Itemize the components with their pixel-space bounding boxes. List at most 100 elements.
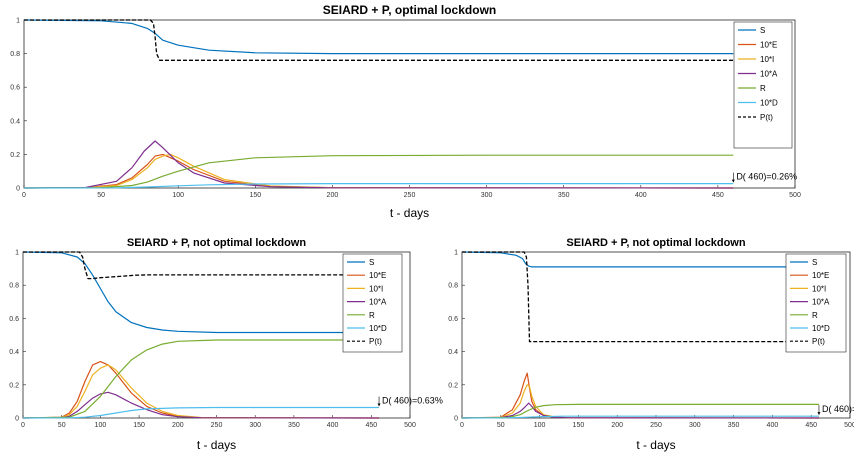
legend-box (342, 253, 403, 353)
series-line-pt (23, 251, 379, 280)
legend-entry-label: R (760, 84, 766, 93)
series-line-10a (22, 391, 380, 419)
x-tick-label: 150 (573, 422, 585, 429)
chart-title: SEIARD + P, optimal lockdown (323, 3, 496, 17)
y-tick-label: 0.6 (10, 85, 20, 92)
chart-panel-1: SEIARD + P, optimal lockdown 0 50 100 150 200… (10, 3, 801, 220)
annotation-label: D( 460)=0.11% (822, 404, 854, 414)
x-tick-label: 0 (22, 192, 26, 199)
y-tick-label: 0.8 (9, 283, 19, 290)
series-line-10d (22, 406, 379, 419)
x-tick-label: 450 (805, 422, 817, 429)
x-tick-label: 250 (211, 422, 223, 429)
y-tick-label: 0.6 (9, 316, 19, 323)
legend-entry-label: S (812, 258, 817, 267)
series-line-r (22, 339, 379, 419)
legend-entry-label: 10*E (760, 41, 777, 50)
y-tick-label: 0.2 (448, 382, 458, 389)
legend-entry-label: 10*E (369, 271, 386, 280)
x-tick-label: 400 (327, 422, 339, 429)
series-line-10a (23, 140, 734, 189)
y-tick-label: 0.6 (448, 316, 458, 323)
series-line-10i (22, 364, 380, 419)
legend-entry-label: P(t) (812, 337, 825, 346)
x-tick-label: 200 (611, 422, 623, 429)
x-tick-label: 500 (789, 192, 801, 199)
series-line-pt (462, 251, 819, 343)
series-line-s (23, 19, 734, 55)
annotation-arrowhead (731, 179, 735, 183)
legend-entry-label: 10*I (760, 55, 774, 64)
legend-entry-label: R (812, 311, 818, 320)
x-tick-label: 300 (249, 422, 261, 429)
x-tick-label: 450 (365, 422, 377, 429)
x-axis-label: t - days (636, 438, 675, 452)
legend-entry-label: R (369, 311, 375, 320)
x-tick-label: 50 (97, 192, 105, 199)
x-tick-label: 300 (481, 192, 493, 199)
series-line-pt (24, 19, 734, 61)
x-tick-label: 250 (404, 192, 416, 199)
x-tick-label: 450 (712, 192, 724, 199)
x-tick-label: 400 (767, 422, 779, 429)
x-tick-label: 100 (172, 192, 184, 199)
annotation-arrowhead (817, 412, 821, 416)
legend-box (733, 21, 793, 149)
legend-entry-label: 10*D (369, 324, 387, 333)
x-tick-label: 500 (844, 422, 854, 429)
x-tick-label: 50 (497, 422, 505, 429)
legend-entry-label: 10*A (812, 298, 830, 307)
legend-entry-label: S (760, 26, 765, 35)
x-tick-label: 300 (689, 422, 701, 429)
annotation-label: D( 460)=0.26% (736, 172, 797, 182)
y-tick-label: 0.4 (10, 118, 20, 125)
y-tick-label: 0.4 (448, 349, 458, 356)
series-line-s (461, 251, 819, 268)
x-tick-label: 0 (460, 422, 464, 429)
legend-entry-label: P(t) (760, 113, 773, 122)
legend-entry-label: S (369, 258, 374, 267)
y-tick-label: 0 (454, 416, 458, 423)
series-line-r (23, 154, 734, 189)
y-tick-label: 0.8 (448, 283, 458, 290)
y-tick-label: 0.2 (9, 382, 19, 389)
x-tick-label: 350 (288, 422, 300, 429)
y-tick-label: 0.2 (10, 152, 20, 159)
x-tick-label: 200 (327, 192, 339, 199)
y-tick-label: 1 (454, 250, 458, 257)
y-tick-label: 1 (15, 250, 19, 257)
chart-title: SEIARD + P, not optimal lockdown (566, 237, 745, 249)
x-tick-label: 150 (133, 422, 145, 429)
y-tick-label: 0 (15, 416, 19, 423)
x-tick-label: 250 (650, 422, 662, 429)
legend-entry-label: 10*D (760, 99, 778, 108)
series-line-s (22, 251, 379, 334)
series-line-10d (23, 183, 734, 189)
y-tick-label: 0.8 (10, 51, 20, 58)
legend-entry-label: 10*D (812, 324, 830, 333)
x-tick-label: 350 (728, 422, 740, 429)
series-line-10i (23, 153, 734, 189)
legend-entry-label: 10*I (369, 284, 383, 293)
annotation-label: D( 460)=0.63% (382, 396, 443, 406)
x-tick-label: 500 (404, 422, 416, 429)
chart-title: SEIARD + P, not optimal lockdown (127, 237, 306, 249)
x-tick-label: 200 (172, 422, 184, 429)
series-line-r (461, 403, 819, 419)
x-tick-label: 350 (558, 192, 570, 199)
legend-entry-label: P(t) (369, 337, 382, 346)
x-axis-label: t - days (390, 206, 429, 220)
x-tick-label: 100 (534, 422, 546, 429)
x-tick-label: 0 (21, 422, 25, 429)
annotation-arrowhead (377, 403, 381, 407)
y-tick-label: 0.4 (9, 349, 19, 356)
x-tick-label: 50 (58, 422, 66, 429)
series-line-10a (461, 402, 820, 419)
legend-entry-label: 10*I (812, 284, 826, 293)
y-tick-label: 0 (16, 186, 20, 193)
x-tick-label: 150 (249, 192, 261, 199)
x-axis-label: t - days (197, 438, 236, 452)
